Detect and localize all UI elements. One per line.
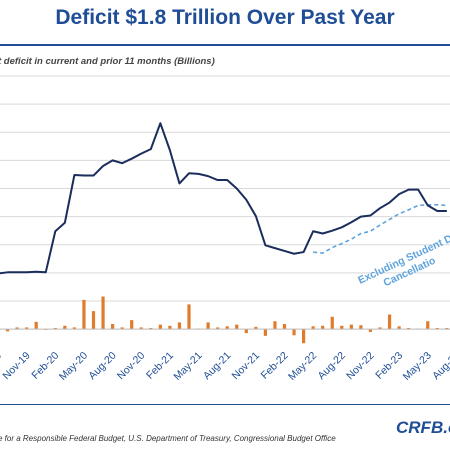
monthly-deficit-bar: [378, 327, 382, 330]
monthly-deficit-bar: [330, 316, 334, 330]
x-tick-label: Aug-21: [201, 350, 234, 383]
monthly-deficit-bar: [82, 299, 86, 330]
monthly-deficit-bar: [130, 320, 134, 330]
monthly-deficit-bar: [302, 329, 306, 344]
monthly-deficit-bar: [15, 327, 19, 330]
rolling-deficit-series: [0, 122, 447, 275]
x-tick-label: Feb-23: [373, 350, 405, 382]
monthly-deficit-bar: [168, 325, 172, 330]
x-tick-label: Feb-20: [29, 350, 61, 382]
monthly-deficit-bar: [25, 327, 29, 330]
monthly-deficit-bar: [359, 325, 363, 330]
monthly-deficit-bar: [206, 322, 210, 330]
monthly-deficit-bar: [321, 325, 325, 330]
x-tick-labels: 9Nov-19Feb-20May-20Aug-20Nov-20Feb-21May…: [0, 350, 450, 383]
x-tick-label: Nov-21: [230, 350, 263, 383]
x-tick-label: Aug-23: [430, 350, 450, 383]
monthly-deficit-bar: [101, 296, 105, 330]
monthly-deficit-bar: [244, 329, 248, 334]
monthly-deficit-bar: [53, 328, 57, 330]
monthly-deficit-bar: [72, 327, 76, 330]
monthly-deficit-bar: [426, 321, 430, 330]
monthly-deficit-bar: [5, 329, 10, 332]
monthly-deficit-bar: [235, 324, 239, 330]
monthly-deficit-bar: [311, 326, 315, 330]
monthly-deficit-bar: [292, 329, 296, 336]
monthly-deficit-bar: [340, 325, 344, 330]
monthly-deficit-bar: [216, 327, 220, 330]
x-tick-label: Aug-20: [86, 350, 119, 383]
crfb-logo[interactable]: CRFB.or: [396, 418, 450, 437]
x-tick-label: May-21: [171, 350, 204, 383]
excluding-student-debt-series: [313, 204, 447, 255]
x-tick-label: Feb-21: [144, 350, 176, 382]
monthly-deficit-bar: [349, 324, 353, 330]
source-note: e for a Responsible Federal Budget, U.S.…: [0, 434, 336, 443]
monthly-deficit-bar: [397, 326, 401, 330]
chart-title: Deficit $1.8 Trillion Over Past Year: [55, 6, 395, 29]
x-tick-label: Nov-19: [0, 350, 33, 383]
monthly-deficit-bar: [273, 321, 277, 330]
monthly-deficit-bar: [177, 322, 182, 330]
x-tick-label: Nov-20: [115, 350, 148, 383]
monthly-deficit-bars: [5, 296, 449, 344]
x-tick-label: 9: [0, 350, 4, 363]
monthly-deficit-bar: [225, 326, 229, 330]
monthly-deficit-bar: [435, 328, 439, 330]
monthly-deficit-bar: [158, 324, 162, 330]
monthly-deficit-bar: [120, 327, 124, 330]
monthly-deficit-bar: [139, 327, 143, 330]
monthly-deficit-bar: [149, 328, 153, 330]
x-tick-label: May-20: [57, 350, 90, 383]
monthly-deficit-bar: [387, 314, 392, 330]
title-divider: [0, 44, 450, 46]
monthly-deficit-bar: [282, 324, 287, 330]
monthly-deficit-bar: [34, 321, 38, 330]
source-divider: [0, 404, 450, 405]
x-tick-label: Aug-22: [315, 350, 348, 383]
grid-lines: [0, 75, 450, 330]
x-tick-label: May-22: [286, 350, 319, 383]
monthly-deficit-bar: [91, 311, 96, 330]
monthly-deficit-bar: [445, 328, 449, 330]
excluding-student-debt-line: [313, 204, 447, 255]
rolling-deficit-line: [0, 122, 447, 275]
monthly-deficit-bar: [111, 324, 115, 330]
monthly-deficit-bar: [368, 329, 373, 332]
monthly-deficit-bar: [263, 329, 267, 336]
x-tick-label: Feb-22: [259, 350, 291, 382]
monthly-deficit-bar: [407, 328, 411, 330]
monthly-deficit-bar: [63, 325, 67, 330]
monthly-deficit-bar: [187, 304, 191, 330]
x-tick-label: May-23: [401, 350, 434, 383]
chart-subtitle: t deficit in current and prior 11 months…: [0, 56, 215, 67]
monthly-deficit-bar: [254, 326, 258, 330]
x-tick-label: Nov-22: [344, 350, 377, 383]
